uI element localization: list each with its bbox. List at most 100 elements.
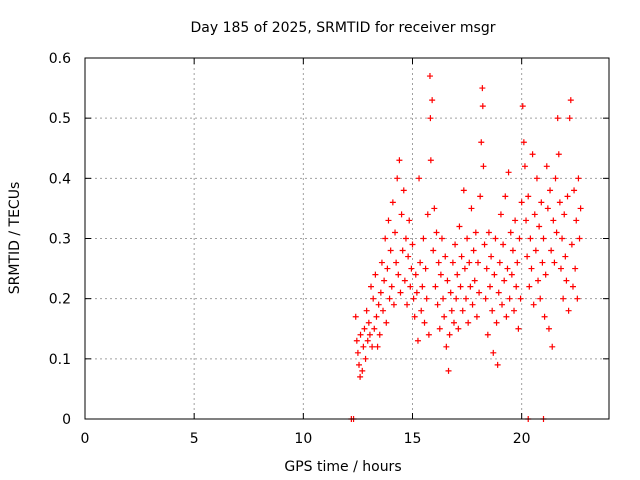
data-point xyxy=(493,319,500,326)
data-point xyxy=(394,175,401,182)
data-point xyxy=(401,277,408,284)
data-point xyxy=(495,289,502,296)
data-point xyxy=(372,271,379,278)
data-point xyxy=(459,307,466,314)
data-point xyxy=(448,307,455,314)
data-point xyxy=(356,361,363,368)
data-point xyxy=(446,331,453,338)
data-point xyxy=(426,73,433,80)
data-point xyxy=(489,307,496,314)
data-point xyxy=(551,259,558,266)
x-tick-label: 15 xyxy=(404,431,422,447)
data-point xyxy=(400,187,407,194)
data-point xyxy=(383,319,390,326)
data-point xyxy=(441,313,448,320)
data-point xyxy=(447,289,454,296)
data-point xyxy=(409,241,416,248)
data-point xyxy=(470,247,477,254)
data-point xyxy=(536,223,543,230)
data-point xyxy=(553,229,560,236)
data-point xyxy=(492,235,499,242)
data-point xyxy=(397,289,404,296)
data-point xyxy=(479,85,486,92)
data-point xyxy=(560,295,567,302)
data-point xyxy=(530,301,537,308)
data-point xyxy=(460,187,467,194)
data-point xyxy=(556,199,563,206)
axis-ticks: 0 5 10 15 20 0 0.1 0.2 0.3 0.4 0.5 0.6 xyxy=(49,51,609,447)
data-point xyxy=(434,301,441,308)
data-point xyxy=(458,253,465,260)
data-point xyxy=(549,343,556,350)
data-point xyxy=(514,259,521,266)
chart-title: Day 185 of 2025, SRMTID for receiver msg… xyxy=(191,20,496,36)
data-point xyxy=(456,223,463,230)
data-point xyxy=(499,301,506,308)
data-point xyxy=(452,241,459,248)
y-axis-label: SRMTID / TECUs xyxy=(7,182,23,295)
data-point xyxy=(516,235,523,242)
data-point xyxy=(423,295,430,302)
data-point xyxy=(412,271,419,278)
data-point xyxy=(475,259,481,266)
data-point xyxy=(572,265,579,272)
data-point xyxy=(488,253,495,260)
data-point xyxy=(543,163,550,170)
data-point xyxy=(524,253,531,260)
data-point xyxy=(393,259,400,266)
y-tick-label: 0.4 xyxy=(49,171,71,187)
data-point xyxy=(404,301,411,308)
y-tick-label: 0.5 xyxy=(49,111,71,127)
data-point xyxy=(541,313,548,320)
data-point xyxy=(435,259,442,266)
data-point xyxy=(501,277,508,284)
data-point xyxy=(382,235,389,242)
data-point xyxy=(357,373,364,380)
data-point xyxy=(405,253,412,260)
y-tick-label: 0.3 xyxy=(49,232,71,248)
data-point xyxy=(455,325,462,332)
data-point xyxy=(484,331,491,338)
data-point xyxy=(359,367,366,374)
data-point xyxy=(548,247,555,254)
data-point xyxy=(487,283,494,290)
data-point xyxy=(381,277,388,284)
data-point xyxy=(571,187,578,194)
data-point xyxy=(373,313,380,320)
data-point xyxy=(438,235,445,242)
data-point xyxy=(520,139,527,146)
data-point xyxy=(538,199,545,206)
data-point xyxy=(363,307,370,314)
data-point xyxy=(577,205,584,212)
data-point xyxy=(364,337,371,344)
x-tick-label: 20 xyxy=(513,431,531,447)
data-point xyxy=(407,283,414,290)
data-point xyxy=(472,229,479,236)
data-point xyxy=(529,151,536,158)
data-point xyxy=(440,295,447,302)
data-point xyxy=(360,343,367,350)
data-point xyxy=(390,301,397,308)
data-point xyxy=(433,229,440,236)
data-point xyxy=(376,331,383,338)
data-point xyxy=(375,301,382,308)
data-point xyxy=(483,265,490,272)
data-point xyxy=(502,193,509,200)
data-point xyxy=(377,289,384,296)
data-point xyxy=(521,163,528,170)
data-point xyxy=(497,211,504,218)
y-tick-label: 0.1 xyxy=(49,352,71,368)
data-point xyxy=(411,313,418,320)
data-point xyxy=(370,295,377,302)
data-point xyxy=(518,199,525,206)
data-point xyxy=(517,295,524,302)
data-point xyxy=(567,97,574,104)
data-point xyxy=(369,343,376,350)
data-point xyxy=(563,277,570,284)
data-point xyxy=(506,295,513,302)
data-point xyxy=(491,271,498,278)
data-point xyxy=(565,307,572,314)
data-point xyxy=(402,235,409,242)
data-point xyxy=(512,217,519,224)
